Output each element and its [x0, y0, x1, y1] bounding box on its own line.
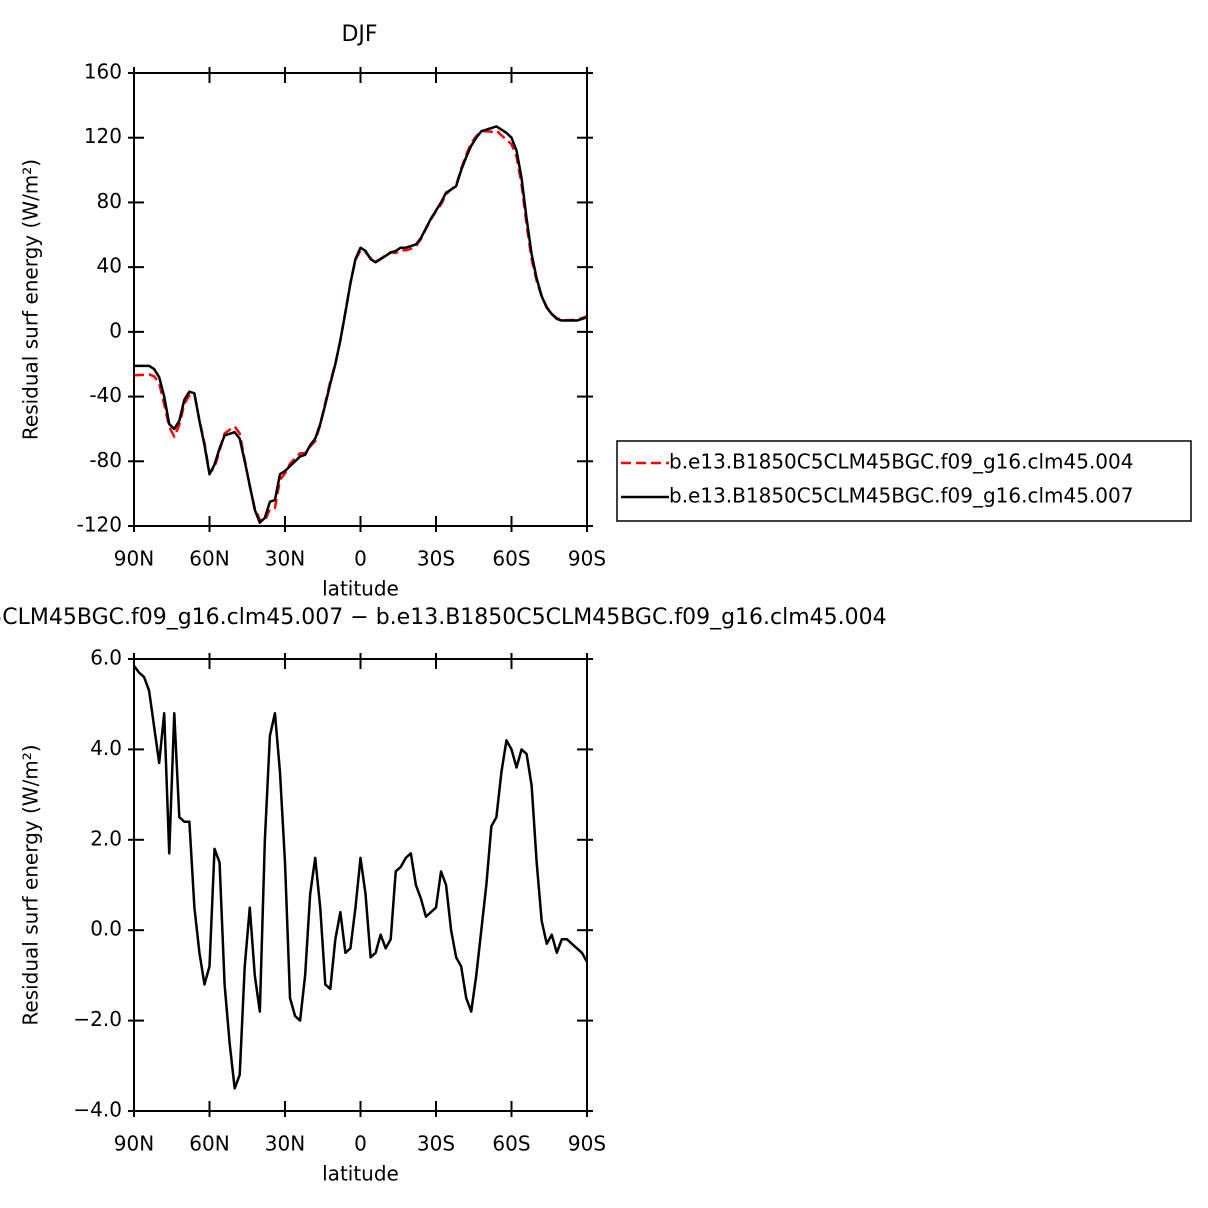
plot-frame [133, 72, 588, 527]
chart-title: DJF [341, 22, 377, 47]
legend-label: b.e13.B1850C5CLM45BGC.f09_g16.clm45.004 [669, 450, 1133, 474]
x-axis-label: latitude [322, 577, 399, 601]
y-tick-label: 160 [84, 60, 122, 84]
legend-box [616, 440, 1192, 522]
x-tick-label: 0 [354, 547, 367, 571]
x-axis-label: latitude [322, 1162, 399, 1186]
x-tick-label: 30S [417, 547, 455, 571]
x-tick-label: 60S [492, 1132, 530, 1156]
legend-label: b.e13.B1850C5CLM45BGC.f09_g16.clm45.007 [669, 484, 1133, 508]
x-tick-label: 60N [189, 547, 229, 571]
x-tick-label: 0 [354, 1132, 367, 1156]
x-tick-label: 60N [189, 1132, 229, 1156]
y-tick-label: 2.0 [90, 826, 122, 850]
x-tick-label: 30N [265, 547, 305, 571]
x-tick-label: 90S [568, 1132, 606, 1156]
x-tick-label: 90N [114, 1132, 154, 1156]
data-line [133, 129, 588, 523]
plot-frame [133, 658, 588, 1112]
y-tick-label: −2.0 [73, 1007, 122, 1031]
y-tick-label: -120 [77, 513, 122, 537]
y-tick-label: 6.0 [90, 646, 122, 670]
chart-title: b.e13.B1850C5CLM45BGC.f09_g16.clm45.007 … [0, 605, 887, 630]
y-tick-label: 120 [84, 124, 122, 148]
y-tick-label: 40 [97, 254, 122, 278]
y-axis-label: Residual surf energy (W/m²) [19, 744, 43, 1025]
data-line [134, 125, 588, 525]
y-tick-label: 0 [109, 318, 122, 342]
data-line [132, 665, 589, 1090]
y-tick-label: −4.0 [73, 1098, 122, 1122]
x-tick-label: 90N [114, 547, 154, 571]
y-tick-label: -80 [89, 448, 122, 472]
y-axis-label: Residual surf energy (W/m²) [19, 159, 43, 440]
x-tick-label: 30N [265, 1132, 305, 1156]
y-tick-label: 0.0 [90, 917, 122, 941]
x-tick-label: 60S [492, 547, 530, 571]
y-tick-label: -40 [89, 383, 122, 407]
x-tick-label: 30S [417, 1132, 455, 1156]
y-tick-label: 80 [97, 189, 122, 213]
y-tick-label: 4.0 [90, 736, 122, 760]
x-tick-label: 90S [568, 547, 606, 571]
